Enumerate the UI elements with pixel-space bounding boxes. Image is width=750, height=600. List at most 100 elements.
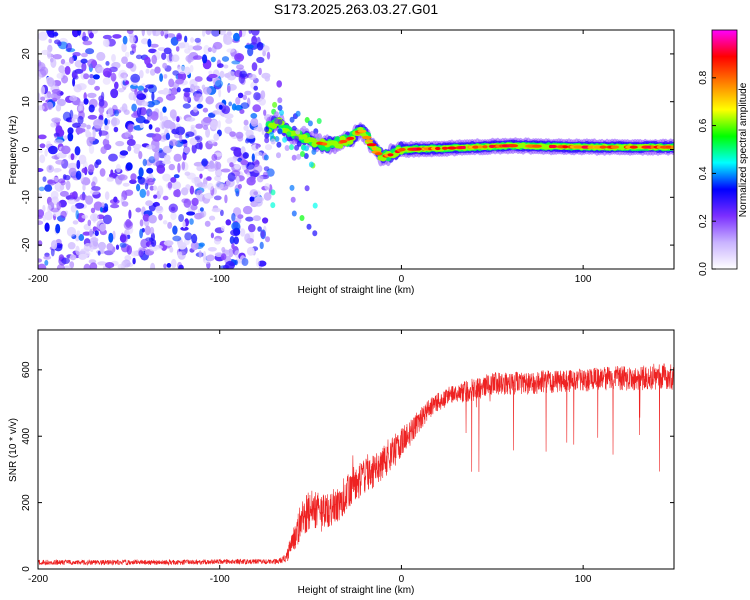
noise-blob [38,258,43,263]
noise-blob [172,114,177,122]
noise-blob [137,85,145,91]
noise-blob [47,179,56,186]
noise-blob [202,54,208,64]
noise-blob [38,149,43,154]
signal-peak-mark [461,145,466,150]
noise-blob [173,174,180,179]
signal-peak-mark [346,136,355,140]
noise-blob [96,249,106,254]
noise-blob [69,95,78,102]
noise-blob [75,245,80,255]
onset-blob [289,116,295,123]
noise-blob [68,56,75,64]
noise-blob [119,150,129,156]
noise-blob [264,144,273,151]
noise-blob [263,192,272,201]
noise-blob [205,128,211,138]
noise-blob [50,57,54,63]
noise-blob [75,170,82,180]
noise-blob [189,185,195,195]
noise-blob [182,220,186,229]
noise-blob [140,38,149,45]
noise-blob [44,259,49,266]
noise-blob [82,40,93,46]
noise-blob [211,207,222,213]
noise-blob [96,51,106,61]
noise-blob [242,205,253,215]
noise-blob [111,54,116,62]
noise-blob [91,181,96,188]
noise-blob [246,176,256,186]
spectrogram-x-tick-label: 0 [399,274,405,285]
noise-blob [69,261,75,269]
noise-blob [85,129,90,135]
noise-blob [44,148,48,157]
signal-peak-mark [650,145,655,149]
noise-blob [205,96,214,105]
noise-blob [94,85,100,91]
noise-blob [206,176,212,181]
signal-peak-mark [362,135,372,140]
noise-blob [56,72,64,79]
spectrogram-x-tick-label: 100 [575,274,592,285]
noise-blob [144,56,151,66]
noise-blob [106,176,114,182]
noise-blob [65,42,72,52]
noise-blob [261,129,265,135]
noise-blob [245,216,254,222]
noise-blob [46,164,54,173]
noise-blob [212,41,223,50]
noise-blob [52,54,62,60]
noise-blob [51,240,58,250]
noise-blob [239,70,247,78]
noise-blob [202,30,206,37]
noise-blob [139,219,144,227]
noise-blob [224,73,231,78]
noise-blob [44,211,53,221]
signal-peak-mark [532,144,542,148]
noise-blob [40,96,46,101]
noise-blob [217,63,224,68]
noise-blob [39,154,46,164]
noise-blob [72,220,79,225]
noise-blob [218,88,222,98]
noise-blob [190,241,199,251]
colorbar-tick-label: 0.8 [698,70,709,84]
noise-blob [77,115,84,125]
noise-blob [253,198,263,207]
onset-blob [295,110,301,117]
noise-blob [65,180,71,191]
noise-blob [194,136,201,141]
noise-blob [207,182,214,191]
colorbar-tick-label: 0.4 [698,166,709,180]
noise-blob [236,175,240,184]
noise-blob [162,220,168,225]
onset-blob [274,118,280,125]
noise-blob [163,87,169,94]
noise-blob [166,33,176,38]
noise-blob [69,192,76,199]
noise-blob [130,250,139,257]
signal-peak-mark [416,147,422,151]
noise-blob [253,85,258,91]
noise-blob [220,253,227,261]
noise-blob [123,74,127,82]
noise-blob [208,70,213,76]
noise-blob [194,37,201,43]
signal-peak-mark [549,144,558,149]
noise-blob [246,172,251,178]
signal-ridge-mark [336,143,344,149]
noise-blob [183,198,192,208]
noise-blob [149,68,156,76]
noise-blob [239,109,245,114]
spectrogram-y-tick-label: 10 [21,96,32,108]
noise-blob [214,80,224,88]
noise-blob [136,183,141,192]
noise-blob [211,163,216,169]
noise-blob [204,220,211,227]
noise-blob [51,89,62,94]
noise-blob [239,228,246,237]
noise-blob [94,161,99,169]
noise-blob [243,125,249,132]
spectrogram-y-tick-label: -10 [21,190,32,205]
